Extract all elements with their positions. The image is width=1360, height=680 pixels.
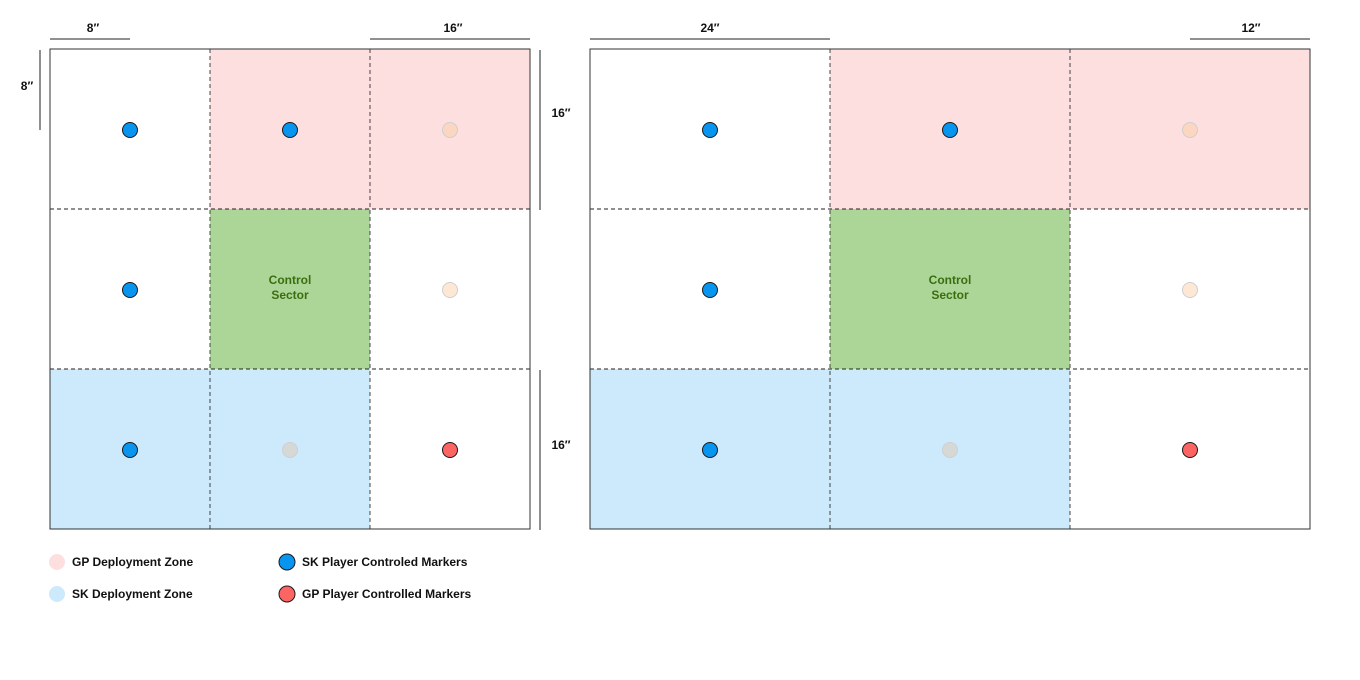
dim-label-top-right: 12″ <box>1241 21 1260 35</box>
left-board-dimensions: 8″ 16″ 8″ <box>21 21 530 130</box>
legend-swatch <box>278 553 296 571</box>
legend-label: GP Deployment Zone <box>72 555 193 569</box>
inactive-marker <box>282 442 298 458</box>
dim-label-top-right: 16″ <box>443 21 462 35</box>
inactive-marker <box>942 442 958 458</box>
inactive-marker <box>1182 122 1198 138</box>
sk-marker <box>702 282 718 298</box>
inactive-marker <box>442 282 458 298</box>
sk-marker <box>702 442 718 458</box>
legend-item: GP Player Controlled Markers <box>278 585 472 603</box>
sk-marker <box>942 122 958 138</box>
control-sector-label: Sector <box>931 288 969 302</box>
board-border <box>49 48 531 530</box>
legend-swatch <box>278 585 296 603</box>
legend-label: GP Player Controlled Markers <box>302 587 472 601</box>
sk-marker <box>122 282 138 298</box>
right-board-dimensions: 24″ 12″ 16″ 16″ <box>539 21 1310 530</box>
inactive-marker <box>1182 282 1198 298</box>
sk-marker <box>702 122 718 138</box>
dim-label-top-left: 8″ <box>87 21 100 35</box>
legend-label: SK Player Controled Markers <box>302 555 468 569</box>
legend: GP Deployment Zone SK Deployment Zone SK P… <box>49 553 472 603</box>
dim-label-top-left: 24″ <box>700 21 719 35</box>
inactive-marker <box>442 122 458 138</box>
legend-label: SK Deployment Zone <box>72 587 193 601</box>
control-sector-label: Control <box>929 273 972 287</box>
gp-marker <box>1182 442 1198 458</box>
gp-marker <box>442 442 458 458</box>
control-sector-label: Control <box>269 273 312 287</box>
cell-control-zone <box>830 209 1070 369</box>
legend-swatch <box>49 554 65 570</box>
sk-marker <box>282 122 298 138</box>
control-sector-label: Sector <box>271 288 309 302</box>
sk-marker <box>122 122 138 138</box>
sk-marker <box>122 442 138 458</box>
dim-label-side-bottom: 16″ <box>551 438 570 452</box>
legend-item: SK Deployment Zone <box>49 586 193 602</box>
dim-label-side: 8″ <box>21 79 34 93</box>
dim-label-side-top: 16″ <box>551 106 570 120</box>
legend-item: GP Deployment Zone <box>49 554 193 570</box>
cell-control-zone <box>210 209 370 369</box>
legend-swatch <box>49 586 65 602</box>
board-border <box>589 48 1311 530</box>
legend-item: SK Player Controled Markers <box>278 553 468 571</box>
